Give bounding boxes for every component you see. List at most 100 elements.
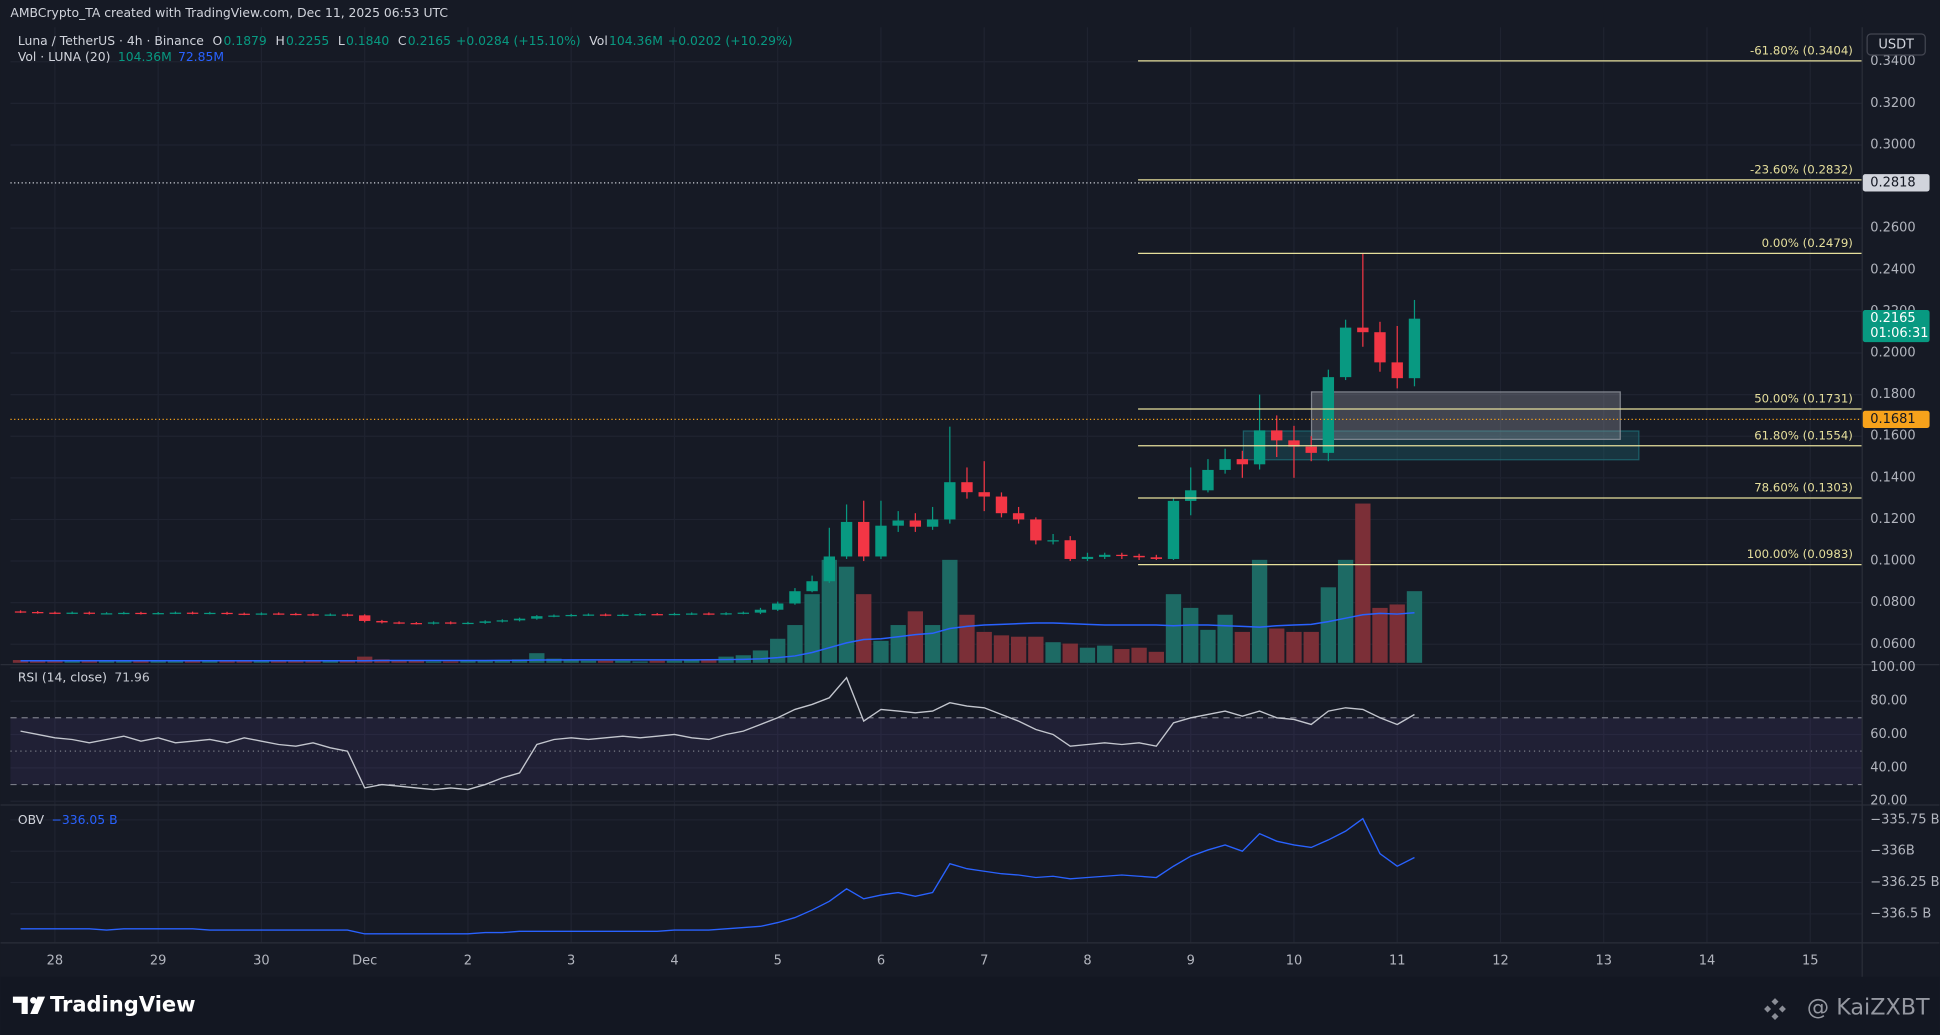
volume-bar bbox=[357, 656, 373, 663]
candle-body bbox=[789, 591, 801, 604]
volume-bar bbox=[787, 625, 803, 663]
volume-bar bbox=[942, 559, 958, 663]
x-tick-label: 11 bbox=[1389, 953, 1406, 968]
volume-bar bbox=[425, 661, 442, 663]
candle-body bbox=[1167, 500, 1180, 559]
fib-label: 50.00% (0.1731) bbox=[1754, 392, 1853, 406]
candle-body bbox=[1305, 446, 1317, 453]
legend-value: −336.05 B bbox=[52, 812, 118, 826]
candle-body bbox=[135, 612, 147, 615]
volume-bar bbox=[460, 660, 476, 663]
x-tick-label: Dec bbox=[352, 953, 377, 968]
volume-bar bbox=[1028, 636, 1044, 663]
watermark: @ KaiZXBT bbox=[1807, 994, 1930, 1020]
y-tick-label: 0.1400 bbox=[1870, 470, 1915, 485]
currency-box[interactable] bbox=[1866, 33, 1926, 56]
legend-title: Vol · LUNA (20) bbox=[18, 49, 111, 63]
candle-body bbox=[1271, 430, 1283, 441]
legend-title: RSI (14, close) bbox=[18, 670, 107, 684]
legend-label: O bbox=[213, 33, 223, 47]
y-tick-label: 0.3000 bbox=[1870, 137, 1915, 152]
candle-body bbox=[445, 622, 457, 624]
candle-body bbox=[892, 520, 904, 526]
candle-body bbox=[1064, 540, 1076, 559]
volume-bar bbox=[64, 661, 80, 663]
x-tick-label: 4 bbox=[670, 953, 678, 968]
volume-bar bbox=[1131, 647, 1147, 663]
x-tick-label: 13 bbox=[1595, 953, 1612, 968]
candle-body bbox=[1322, 377, 1335, 453]
volume-bar bbox=[98, 660, 115, 663]
volume-bar bbox=[150, 660, 166, 663]
price-badge bbox=[1862, 174, 1930, 192]
volume-bar bbox=[494, 660, 510, 663]
legend-value: 0.2255 bbox=[286, 33, 329, 47]
legend-label: H bbox=[275, 33, 284, 47]
legend: OBV −336.05 B bbox=[18, 812, 118, 826]
candle-body bbox=[1133, 555, 1145, 558]
volume-bar bbox=[1200, 629, 1216, 663]
y-tick-label: 60.00 bbox=[1870, 727, 1907, 742]
candle-body bbox=[565, 614, 577, 617]
y-tick-label: −336.25 B bbox=[1870, 875, 1939, 890]
candle-body bbox=[66, 612, 78, 614]
volume-bar bbox=[924, 625, 941, 663]
volume-bar bbox=[1251, 559, 1268, 663]
volume-bar bbox=[1165, 594, 1182, 663]
volume-bar bbox=[305, 661, 321, 663]
volume-bar bbox=[1010, 636, 1027, 663]
brand: TradingView bbox=[50, 991, 196, 1016]
candle-body bbox=[462, 622, 474, 625]
candle-body bbox=[823, 556, 836, 582]
y-tick-label: 0.0600 bbox=[1870, 637, 1915, 652]
candle-body bbox=[703, 613, 715, 615]
candle-body bbox=[995, 496, 1008, 514]
y-tick-label: 100.00 bbox=[1870, 660, 1915, 675]
volume-bar bbox=[1389, 604, 1405, 663]
volume-bar bbox=[597, 660, 614, 663]
x-tick-label: 14 bbox=[1699, 953, 1716, 968]
volume-bar bbox=[529, 653, 545, 663]
watermark-icon bbox=[1764, 998, 1786, 1020]
volume-bar bbox=[1079, 647, 1096, 663]
candle-body bbox=[754, 609, 767, 613]
y-tick-label: 0.0800 bbox=[1870, 595, 1915, 610]
candle-body bbox=[1391, 362, 1403, 379]
volume-bar bbox=[684, 660, 700, 663]
candle-body bbox=[720, 613, 732, 615]
volume-bar bbox=[477, 660, 493, 663]
volume-bar bbox=[133, 660, 149, 663]
x-tick-label: 12 bbox=[1492, 953, 1509, 968]
candle-body bbox=[582, 614, 595, 616]
candle-body bbox=[1030, 519, 1042, 541]
candle-body bbox=[1236, 459, 1249, 465]
volume-bar bbox=[1320, 587, 1337, 663]
x-tick-label: 29 bbox=[150, 953, 167, 968]
legend-label: Vol bbox=[589, 33, 608, 47]
x-tick-label: 9 bbox=[1187, 953, 1195, 968]
volume-bar bbox=[838, 566, 855, 663]
x-tick-label: 6 bbox=[877, 953, 885, 968]
volume-bar bbox=[1062, 643, 1078, 663]
candle-body bbox=[479, 621, 491, 623]
labels: 28 29 30 Dec 2 3 4 5 6 7 8 9 10 11 12 13 14 15 0.0600 0.080… bbox=[18, 33, 1940, 968]
volume-bar bbox=[391, 660, 407, 663]
candle-body bbox=[427, 622, 440, 624]
candle-body bbox=[858, 521, 870, 557]
y-tick-label: 40.00 bbox=[1870, 760, 1907, 775]
volume-bar bbox=[1045, 642, 1061, 663]
candle-body bbox=[1357, 327, 1369, 333]
candle-body bbox=[1288, 440, 1300, 447]
candle-body bbox=[686, 613, 698, 615]
legend-value: 104.36M bbox=[609, 33, 663, 47]
candle-body bbox=[14, 611, 27, 613]
candle-body bbox=[393, 622, 405, 624]
volume-bar bbox=[271, 660, 287, 663]
volume-bar bbox=[81, 660, 97, 663]
candle-body bbox=[49, 612, 61, 614]
volume-bar bbox=[167, 661, 184, 663]
candle-body bbox=[32, 612, 44, 614]
candle-body bbox=[599, 614, 612, 616]
y-tick-label: 0.1000 bbox=[1870, 554, 1915, 569]
